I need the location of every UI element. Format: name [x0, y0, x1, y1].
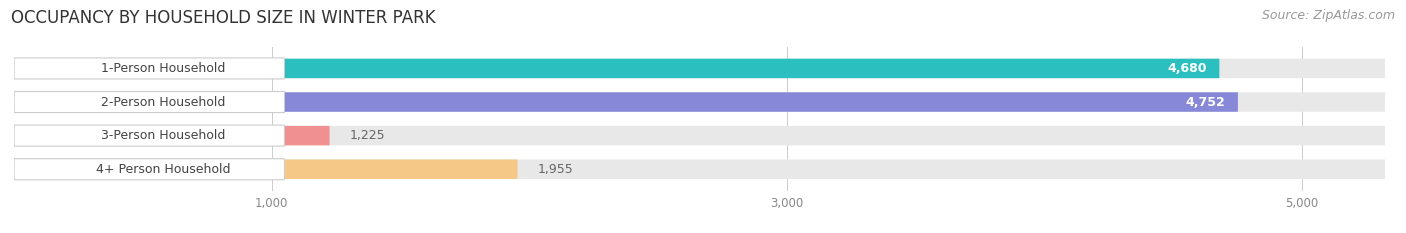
FancyBboxPatch shape — [14, 126, 1385, 145]
FancyBboxPatch shape — [14, 125, 284, 146]
FancyBboxPatch shape — [14, 92, 1385, 112]
FancyBboxPatch shape — [14, 58, 284, 79]
FancyBboxPatch shape — [14, 126, 329, 145]
Text: 1,955: 1,955 — [538, 163, 574, 176]
Text: 2-Person Household: 2-Person Household — [101, 96, 225, 109]
FancyBboxPatch shape — [14, 92, 1237, 112]
FancyBboxPatch shape — [14, 59, 1385, 78]
Text: Source: ZipAtlas.com: Source: ZipAtlas.com — [1261, 9, 1395, 22]
Text: 4+ Person Household: 4+ Person Household — [96, 163, 231, 176]
Text: 3-Person Household: 3-Person Household — [101, 129, 225, 142]
FancyBboxPatch shape — [14, 159, 517, 179]
Text: 1-Person Household: 1-Person Household — [101, 62, 225, 75]
FancyBboxPatch shape — [14, 159, 284, 180]
Text: 1,225: 1,225 — [350, 129, 385, 142]
Text: 4,680: 4,680 — [1167, 62, 1206, 75]
FancyBboxPatch shape — [14, 59, 1219, 78]
Text: OCCUPANCY BY HOUSEHOLD SIZE IN WINTER PARK: OCCUPANCY BY HOUSEHOLD SIZE IN WINTER PA… — [11, 9, 436, 27]
FancyBboxPatch shape — [14, 159, 1385, 179]
FancyBboxPatch shape — [14, 92, 284, 113]
Text: 4,752: 4,752 — [1185, 96, 1225, 109]
